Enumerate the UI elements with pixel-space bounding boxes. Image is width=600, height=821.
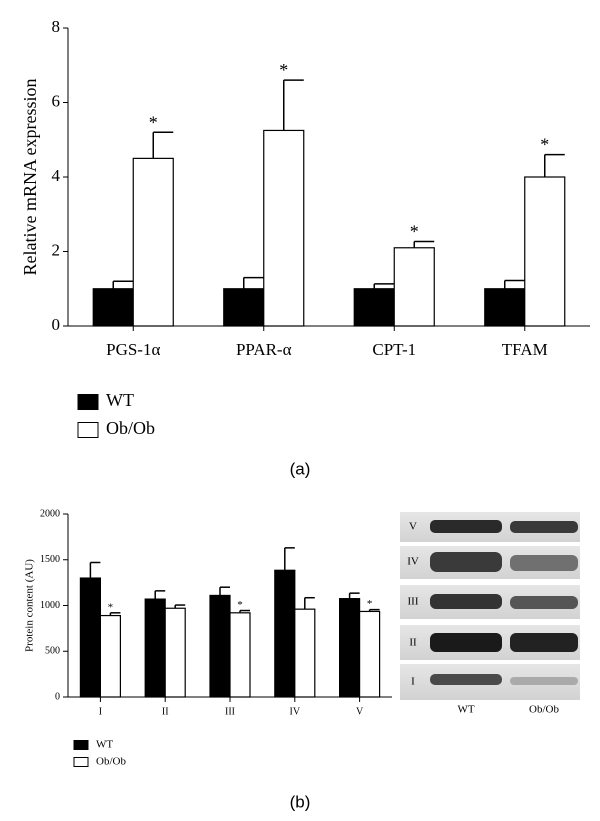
- bar: [524, 176, 566, 327]
- bar: [294, 608, 316, 698]
- bar: [132, 157, 174, 327]
- legend-swatch: [73, 740, 89, 750]
- y-tick-label: 0: [52, 315, 61, 334]
- y-tick-label: 500: [45, 646, 60, 657]
- x-tick-label: CPT-1: [372, 340, 416, 359]
- bar: [393, 247, 435, 327]
- x-tick-label: III: [225, 706, 235, 717]
- x-tick-label: PGS-1α: [106, 340, 160, 359]
- x-tick-label: I: [99, 706, 102, 717]
- blot-row-label: IV: [407, 556, 419, 568]
- legend-label: WT: [106, 390, 134, 410]
- y-tick-label: 8: [52, 17, 61, 36]
- bar: [484, 288, 526, 327]
- y-axis-label: Relative mRNA expression: [20, 79, 40, 276]
- bar: [92, 288, 134, 327]
- bar: [144, 598, 166, 698]
- bar: [79, 577, 102, 698]
- blot-row-label: V: [409, 521, 417, 533]
- panel-label: (a): [290, 459, 311, 478]
- y-tick-label: 0: [55, 691, 60, 702]
- blot-column-label: Ob/Ob: [529, 704, 559, 716]
- x-tick-label: TFAM: [502, 340, 548, 359]
- y-tick-label: 1500: [40, 554, 60, 565]
- bar: [99, 614, 122, 698]
- x-tick-label: PPAR-α: [236, 340, 292, 359]
- blot-column-label: WT: [457, 704, 474, 716]
- bar: [274, 569, 296, 698]
- significance-mark: *: [367, 598, 373, 610]
- significance-mark: *: [237, 599, 243, 611]
- bar: [263, 129, 305, 327]
- legend-swatch: [73, 757, 89, 767]
- panel-label: (b): [290, 792, 311, 811]
- legend-swatch: [77, 394, 99, 410]
- bar: [353, 288, 395, 327]
- legend-label: Ob/Ob: [106, 418, 155, 438]
- x-tick-label: V: [356, 706, 364, 717]
- y-tick-label: 2000: [40, 508, 60, 519]
- bar: [229, 612, 251, 698]
- bar: [164, 607, 186, 698]
- blot-row-label: III: [408, 596, 419, 608]
- blot-row-label: I: [411, 676, 415, 688]
- bar: [359, 610, 381, 698]
- y-tick-label: 4: [52, 166, 61, 185]
- bar: [209, 594, 231, 698]
- significance-mark: *: [410, 221, 419, 241]
- legend-swatch: [77, 422, 99, 438]
- significance-mark: *: [540, 135, 549, 155]
- blot-image: [400, 512, 580, 700]
- y-tick-label: 1000: [40, 600, 60, 611]
- legend-label: WT: [96, 739, 113, 751]
- legend-label: Ob/Ob: [96, 756, 126, 768]
- y-tick-label: 6: [52, 91, 61, 110]
- bar: [223, 288, 265, 327]
- significance-mark: *: [149, 112, 158, 132]
- y-axis-label: Protein content (AU): [24, 559, 36, 652]
- significance-mark: *: [279, 60, 288, 80]
- y-tick-label: 2: [52, 240, 61, 259]
- blot-row-label: II: [409, 637, 417, 649]
- x-tick-label: II: [162, 706, 169, 717]
- significance-mark: *: [108, 601, 114, 613]
- x-tick-label: IV: [290, 706, 301, 717]
- bar: [339, 598, 361, 698]
